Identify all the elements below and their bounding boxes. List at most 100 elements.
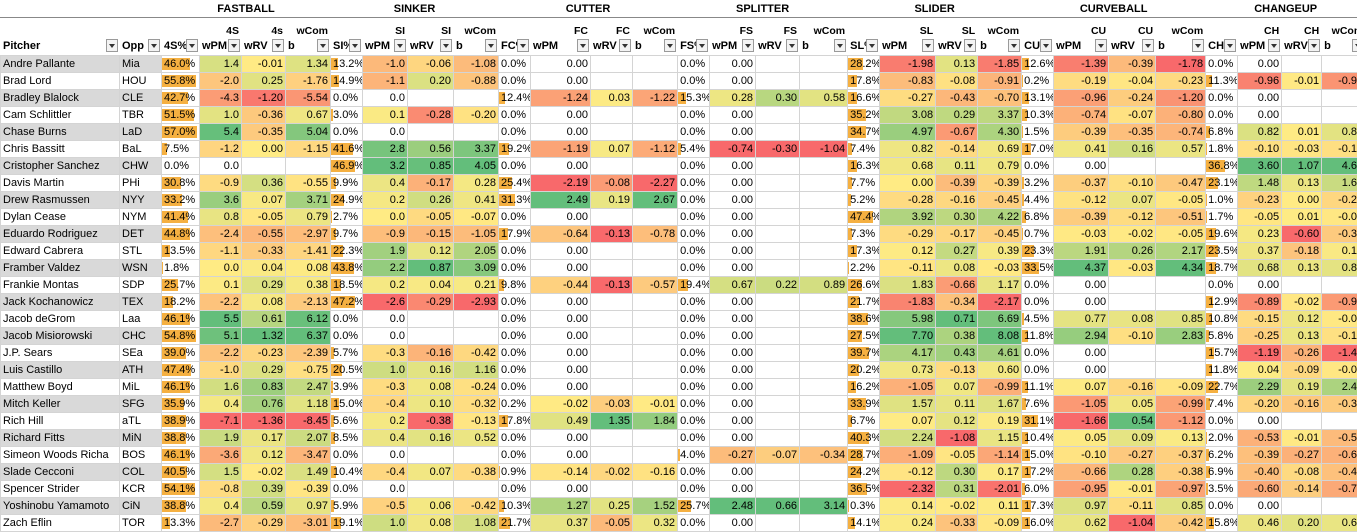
usage-pct-cell[interactable]: 3.0% — [330, 106, 364, 124]
metric-cell[interactable]: -2.2 — [199, 293, 242, 311]
usage-pct-cell[interactable]: 0.0% — [1021, 157, 1055, 175]
usage-pct-cell[interactable]: 16.6% — [847, 89, 881, 107]
metric-cell[interactable]: -0.35 — [241, 123, 286, 141]
metric-cell[interactable] — [453, 446, 500, 464]
metric-cell[interactable]: 0.37 — [1237, 242, 1283, 260]
pitcher-name-cell[interactable]: Luis Castillo — [0, 361, 120, 379]
metric-cell[interactable]: -0.11 — [879, 259, 937, 277]
metric-cell[interactable]: -0.15 — [1237, 310, 1283, 328]
filter-dropdown-icon[interactable] — [922, 39, 935, 52]
metric-cell[interactable] — [755, 310, 801, 328]
metric-cell[interactable] — [755, 55, 801, 73]
metric-cell[interactable]: -0.12 — [879, 463, 937, 481]
metric-cell[interactable]: -0.33 — [935, 514, 979, 532]
metric-cell[interactable]: -0.30 — [755, 140, 801, 158]
metric-cell[interactable]: -0.35 — [1108, 123, 1157, 141]
metric-cell[interactable] — [590, 259, 634, 277]
usage-pct-cell[interactable]: 12.4% — [498, 89, 532, 107]
metric-cell[interactable]: 0.19 — [977, 412, 1023, 430]
pitcher-name-cell[interactable]: Brad Lord — [0, 72, 120, 90]
metric-cell[interactable]: 0.41 — [1053, 140, 1110, 158]
metric-cell[interactable]: 1.4 — [199, 55, 242, 73]
metric-cell[interactable]: -1.05 — [879, 378, 937, 396]
metric-cell[interactable] — [755, 242, 801, 260]
metric-cell[interactable]: -0.74 — [709, 140, 757, 158]
metric-cell[interactable] — [1108, 276, 1157, 294]
metric-cell[interactable]: 0.27 — [935, 242, 979, 260]
filter-dropdown-icon[interactable] — [664, 39, 677, 52]
metric-cell[interactable]: 0.2 — [362, 191, 409, 209]
metric-cell[interactable]: -0.91 — [977, 72, 1023, 90]
metric-cell[interactable] — [590, 242, 634, 260]
metric-cell[interactable]: 0.00 — [879, 174, 937, 192]
metric-cell[interactable] — [590, 446, 634, 464]
usage-pct-cell[interactable]: 5.6% — [330, 412, 364, 430]
opponent-cell[interactable]: Mia — [119, 55, 162, 73]
metric-cell[interactable] — [799, 463, 849, 481]
metric-cell[interactable]: 1.67 — [977, 395, 1023, 413]
filter-dropdown-icon[interactable] — [272, 39, 284, 52]
metric-cell[interactable]: 1.83 — [879, 276, 937, 294]
metric-cell[interactable]: -0.42 — [1155, 514, 1207, 532]
usage-pct-cell[interactable]: 0.0% — [677, 55, 711, 73]
metric-cell[interactable] — [453, 310, 500, 328]
metric-cell[interactable]: 0.14 — [879, 497, 937, 515]
metric-cell[interactable]: -2.13 — [284, 293, 332, 311]
metric-cell[interactable]: 4.61 — [977, 344, 1023, 362]
metric-cell[interactable]: -0.37 — [1321, 225, 1357, 243]
filter-dropdown-icon[interactable] — [577, 39, 590, 52]
usage-pct-cell[interactable]: 39.0% — [161, 344, 200, 362]
metric-cell[interactable]: -0.08 — [935, 72, 979, 90]
metric-cell[interactable]: -0.05 — [407, 208, 455, 226]
usage-pct-cell[interactable]: 0.0% — [677, 157, 711, 175]
metric-cell[interactable] — [799, 259, 849, 277]
metric-cell[interactable] — [1155, 276, 1207, 294]
usage-pct-cell[interactable]: 3.5% — [1205, 480, 1239, 498]
metric-cell[interactable]: -0.05 — [241, 208, 286, 226]
opponent-cell[interactable]: CLE — [119, 89, 162, 107]
metric-cell[interactable] — [632, 106, 679, 124]
metric-cell[interactable] — [590, 310, 634, 328]
metric-cell[interactable]: -0.16 — [1281, 395, 1323, 413]
metric-cell[interactable] — [799, 157, 849, 175]
metric-cell[interactable] — [453, 123, 500, 141]
usage-pct-cell[interactable]: 24.2% — [847, 463, 881, 481]
usage-pct-cell[interactable]: 0.0% — [1021, 293, 1055, 311]
metric-cell[interactable]: -0.75 — [284, 361, 332, 379]
usage-pct-cell[interactable]: 17.0% — [1021, 140, 1055, 158]
opponent-cell[interactable]: COL — [119, 463, 162, 481]
metric-cell[interactable]: 2.07 — [284, 429, 332, 447]
metric-cell[interactable] — [632, 157, 679, 175]
usage-pct-cell[interactable]: 11.8% — [1021, 327, 1055, 345]
usage-pct-cell[interactable]: 2.2% — [847, 259, 881, 277]
usage-pct-cell[interactable]: 0.0% — [498, 242, 532, 260]
metric-cell[interactable] — [755, 327, 801, 345]
metric-cell[interactable]: 0.00 — [530, 361, 592, 379]
metric-cell[interactable] — [632, 344, 679, 362]
metric-cell[interactable]: -1.1 — [199, 242, 242, 260]
usage-pct-cell[interactable]: 40.3% — [847, 429, 881, 447]
metric-cell[interactable] — [755, 429, 801, 447]
metric-cell[interactable]: -0.96 — [1237, 72, 1283, 90]
filter-dropdown-icon[interactable] — [1308, 39, 1321, 52]
metric-cell[interactable]: 0.00 — [530, 72, 592, 90]
metric-cell[interactable]: -0.3 — [362, 344, 409, 362]
metric-cell[interactable]: -0.36 — [241, 106, 286, 124]
usage-pct-cell[interactable]: 5.9% — [330, 497, 364, 515]
usage-pct-cell[interactable]: 41.6% — [330, 140, 364, 158]
metric-cell[interactable]: -0.74 — [1321, 480, 1357, 498]
metric-cell[interactable] — [407, 310, 455, 328]
metric-cell[interactable]: -1.19 — [530, 140, 592, 158]
usage-pct-cell[interactable]: 11.1% — [1021, 378, 1055, 396]
metric-cell[interactable]: -0.13 — [453, 412, 500, 430]
usage-pct-cell[interactable]: 0.0% — [1205, 89, 1239, 107]
metric-cell[interactable] — [755, 191, 801, 209]
metric-cell[interactable] — [799, 225, 849, 243]
metric-cell[interactable]: 0.00 — [241, 140, 286, 158]
metric-cell[interactable]: 0.82 — [1237, 123, 1283, 141]
metric-cell[interactable]: 2.29 — [1237, 378, 1283, 396]
metric-cell[interactable] — [799, 55, 849, 73]
metric-cell[interactable]: -1.04 — [799, 140, 849, 158]
metric-cell[interactable] — [590, 55, 634, 73]
metric-cell[interactable] — [407, 89, 455, 107]
